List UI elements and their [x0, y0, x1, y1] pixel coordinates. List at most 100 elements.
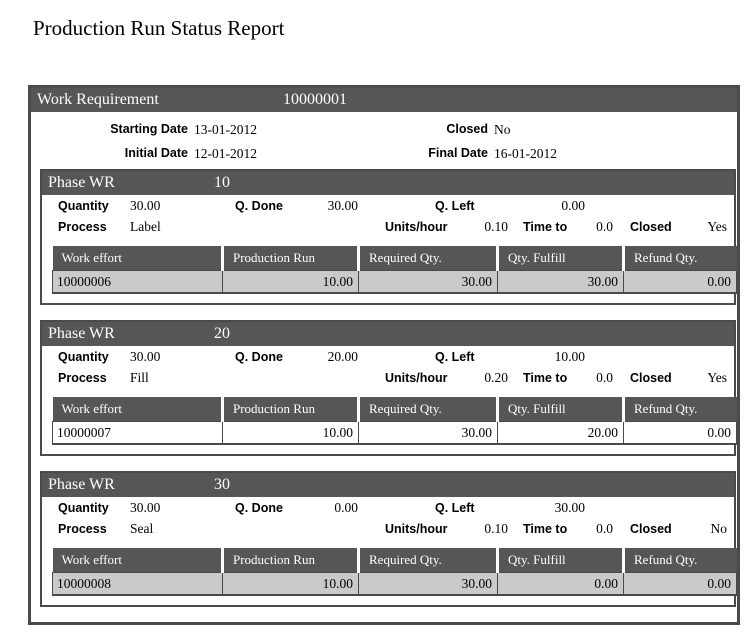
q-left-value: 30.00 [554, 500, 585, 515]
col-header-required-qty: Required Qty. [357, 246, 498, 271]
initial-date-label: Initial Date [124, 146, 188, 160]
initial-date-value: 12-01-2012 [194, 146, 257, 161]
quantity-label: Quantity [58, 199, 109, 213]
quantity-label: Quantity [58, 350, 109, 364]
units-hour-value: 0.20 [484, 370, 508, 385]
col-header-qty-fulfill: Qty. Fulfill [496, 397, 624, 422]
col-header-qty-fulfill: Qty. Fulfill [496, 548, 624, 573]
required-qty-cell: 30.00 [358, 270, 498, 294]
units-hour-label: Units/hour [385, 371, 448, 385]
refund-qty-cell: 0.00 [623, 572, 737, 596]
q-left-value: 10.00 [554, 349, 585, 364]
col-header-production-run: Production Run [221, 246, 359, 271]
table-row: 10000006 10.00 30.00 30.00 0.00 [52, 270, 737, 294]
table-row: 10000008 10.00 30.00 0.00 0.00 [52, 572, 737, 596]
process-value: Fill [130, 370, 149, 385]
time-to-label: Time to [523, 522, 568, 536]
work-requirement-header-bar: Work Requirement 10000001 [31, 88, 737, 112]
phase-quantity-row: Quantity 30.00 Q. Done 30.00 Q. Left 0.0… [42, 198, 734, 219]
work-requirement-number: 10000001 [283, 91, 347, 108]
work-effort-cell: 10000006 [52, 270, 223, 294]
phase-section-30: Phase WR 30 Quantity 30.00 Q. Done 0.00 … [40, 471, 737, 607]
closed-flag-value: Yes [707, 219, 727, 234]
quantity-value: 30.00 [130, 198, 161, 213]
phase-label: Phase WR [48, 325, 115, 342]
q-done-value: 20.00 [327, 349, 358, 364]
phase-section-20: Phase WR 20 Quantity 30.00 Q. Done 20.00… [40, 320, 737, 456]
process-value: Seal [130, 521, 154, 536]
col-header-work-effort: Work effort [52, 548, 223, 573]
process-label: Process [58, 220, 107, 234]
closed-flag-label: Closed [630, 522, 672, 536]
work-effort-table: Work effort Production Run Required Qty.… [52, 397, 737, 445]
qty-fulfill-cell: 20.00 [497, 421, 624, 445]
col-header-refund-qty: Refund Qty. [622, 246, 737, 271]
work-requirement-info: Starting Date 13-01-2012 Closed No Initi… [31, 112, 737, 169]
q-left-label: Q. Left [435, 501, 475, 515]
work-effort-table: Work effort Production Run Required Qty.… [52, 548, 737, 596]
final-date-label: Final Date [428, 146, 488, 160]
table-header-row: Work effort Production Run Required Qty.… [52, 548, 737, 573]
work-requirement-label: Work Requirement [37, 91, 159, 108]
units-hour-value: 0.10 [484, 219, 508, 234]
col-header-qty-fulfill: Qty. Fulfill [496, 246, 624, 271]
work-effort-cell: 10000007 [52, 421, 223, 445]
closed-label: Closed [446, 122, 488, 136]
col-header-production-run: Production Run [221, 397, 359, 422]
page-title: Production Run Status Report [33, 16, 285, 40]
closed-value: No [494, 122, 511, 137]
time-to-value: 0.0 [596, 370, 613, 385]
final-date-value: 16-01-2012 [494, 146, 557, 161]
time-to-value: 0.0 [596, 219, 613, 234]
phase-header-bar: Phase WR 20 [42, 322, 734, 346]
closed-flag-label: Closed [630, 371, 672, 385]
refund-qty-cell: 0.00 [623, 421, 737, 445]
phase-section-10: Phase WR 10 Quantity 30.00 Q. Done 30.00… [40, 169, 737, 305]
phase-process-row: Process Fill Units/hour 0.20 Time to 0.0… [42, 370, 734, 391]
units-hour-label: Units/hour [385, 522, 448, 536]
phase-header-bar: Phase WR 10 [42, 171, 734, 195]
phase-process-row: Process Seal Units/hour 0.10 Time to 0.0… [42, 521, 734, 542]
starting-date-value: 13-01-2012 [194, 122, 257, 137]
closed-flag-label: Closed [630, 220, 672, 234]
phase-quantity-row: Quantity 30.00 Q. Done 0.00 Q. Left 30.0… [42, 500, 734, 521]
refund-qty-cell: 0.00 [623, 270, 737, 294]
qty-fulfill-cell: 30.00 [497, 270, 624, 294]
quantity-value: 30.00 [130, 500, 161, 515]
production-run-cell: 10.00 [222, 421, 359, 445]
col-header-required-qty: Required Qty. [357, 397, 498, 422]
process-label: Process [58, 371, 107, 385]
phase-sequence: 30 [214, 476, 230, 493]
phase-label: Phase WR [48, 476, 115, 493]
production-run-cell: 10.00 [222, 572, 359, 596]
table-header-row: Work effort Production Run Required Qty.… [52, 397, 737, 422]
col-header-refund-qty: Refund Qty. [622, 548, 737, 573]
col-header-production-run: Production Run [221, 548, 359, 573]
quantity-label: Quantity [58, 501, 109, 515]
phase-quantity-row: Quantity 30.00 Q. Done 20.00 Q. Left 10.… [42, 349, 734, 370]
q-left-label: Q. Left [435, 199, 475, 213]
work-requirement-box: Work Requirement 10000001 Starting Date … [28, 85, 740, 625]
starting-date-label: Starting Date [110, 122, 188, 136]
q-left-label: Q. Left [435, 350, 475, 364]
q-done-label: Q. Done [235, 199, 283, 213]
phase-sequence: 10 [214, 174, 230, 191]
qty-fulfill-cell: 0.00 [497, 572, 624, 596]
q-done-value: 0.00 [334, 500, 358, 515]
col-header-required-qty: Required Qty. [357, 548, 498, 573]
quantity-value: 30.00 [130, 349, 161, 364]
phase-sequence: 20 [214, 325, 230, 342]
time-to-label: Time to [523, 220, 568, 234]
phase-process-row: Process Label Units/hour 0.10 Time to 0.… [42, 219, 734, 240]
col-header-work-effort: Work effort [52, 246, 223, 271]
production-run-cell: 10.00 [222, 270, 359, 294]
units-hour-label: Units/hour [385, 220, 448, 234]
col-header-refund-qty: Refund Qty. [622, 397, 737, 422]
closed-flag-value: Yes [707, 370, 727, 385]
work-effort-cell: 10000008 [52, 572, 223, 596]
time-to-value: 0.0 [596, 521, 613, 536]
col-header-work-effort: Work effort [52, 397, 223, 422]
table-header-row: Work effort Production Run Required Qty.… [52, 246, 737, 271]
q-left-value: 0.00 [561, 198, 585, 213]
